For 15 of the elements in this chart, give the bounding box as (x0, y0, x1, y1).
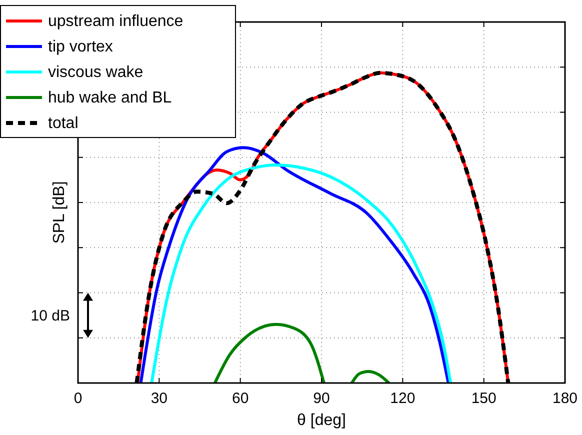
legend-label: upstream influence (48, 13, 184, 30)
x-tick-label: 180 (552, 390, 578, 407)
x-tick-label: 30 (150, 390, 168, 407)
x-axis-title: θ [deg] (297, 412, 346, 429)
legend-label: viscous wake (48, 64, 144, 81)
x-tick-label: 0 (74, 390, 82, 407)
legend-label: total (48, 115, 78, 132)
x-tick-label: 120 (390, 390, 416, 407)
x-tick-label: 90 (313, 390, 330, 407)
legend-label: hub wake and BL (48, 90, 172, 106)
x-tick-label: 150 (471, 390, 496, 407)
x-tick-label: 60 (232, 390, 249, 407)
y-axis-title: SPL [dB] (51, 181, 68, 244)
text: 10 dB (30, 307, 70, 324)
legend-label: tip vortex (48, 38, 113, 56)
